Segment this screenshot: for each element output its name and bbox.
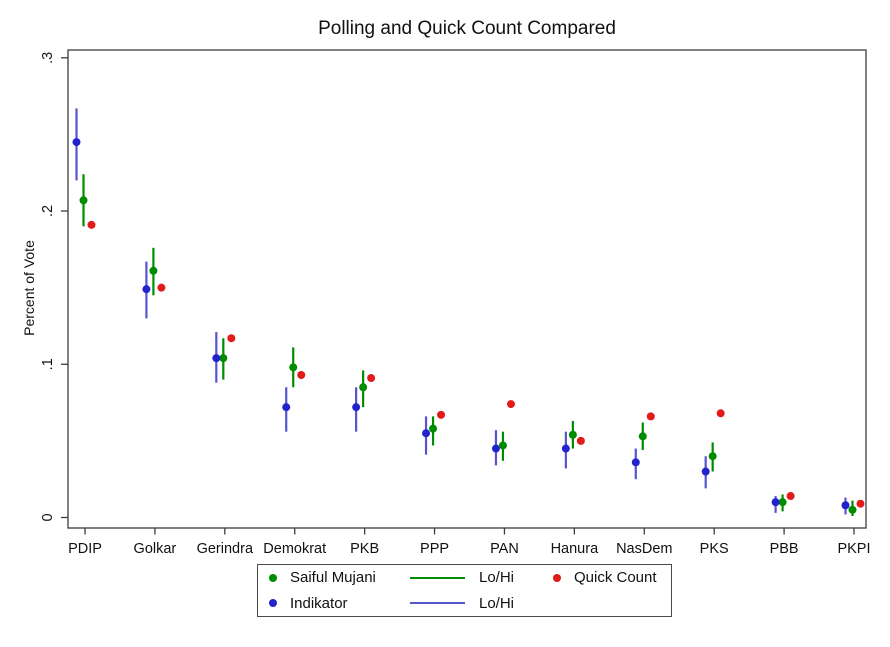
- data-point: [576, 436, 585, 445]
- y-tick-label: .3: [40, 52, 56, 64]
- data-point: [289, 363, 298, 372]
- x-tick-label: Hanura: [551, 541, 599, 557]
- x-tick-label: PKPI: [837, 541, 870, 557]
- data-point: [72, 138, 81, 147]
- legend-label: Lo/Hi: [479, 594, 515, 612]
- chart-legend: Saiful Mujani Indikator Lo/Hi Lo/Hi Quic…: [257, 564, 672, 617]
- data-point: [437, 410, 446, 419]
- data-point: [87, 220, 96, 229]
- data-point: [142, 285, 151, 294]
- data-point: [422, 429, 431, 438]
- blue-line-icon: [410, 602, 465, 605]
- data-point: [498, 441, 507, 450]
- data-point: [701, 467, 710, 476]
- x-tick-label: NasDem: [616, 541, 672, 557]
- plot-border: [67, 49, 867, 529]
- red-dot-icon: [553, 573, 561, 582]
- data-point: [149, 266, 158, 275]
- data-point: [631, 458, 640, 467]
- legend-item-quick-count: Quick Count: [553, 569, 673, 586]
- data-point: [359, 383, 368, 392]
- legend-item-indikator: Indikator: [258, 595, 410, 612]
- data-point: [157, 283, 166, 292]
- data-point: [491, 444, 500, 453]
- blue-dot-icon: [269, 599, 277, 608]
- legend-item-lohi-green: Lo/Hi: [410, 569, 553, 586]
- data-point: [297, 370, 306, 379]
- x-tick-label: PDIP: [68, 541, 102, 557]
- x-tick-label: Gerindra: [197, 541, 254, 557]
- legend-item-saiful-mujani: Saiful Mujani: [258, 569, 410, 586]
- x-tick-label: PKB: [350, 541, 379, 557]
- x-tick-label: PPP: [420, 541, 449, 557]
- x-tick-label: Golkar: [134, 541, 177, 557]
- data-point: [778, 498, 787, 507]
- data-point: [856, 499, 865, 508]
- data-point: [212, 354, 221, 363]
- y-tick-label: .1: [40, 358, 56, 370]
- legend-item-lohi-blue: Lo/Hi: [410, 595, 553, 612]
- legend-label: Quick Count: [574, 569, 657, 587]
- data-point: [352, 403, 361, 412]
- green-dot-icon: [269, 573, 277, 582]
- legend-label: Lo/Hi: [479, 569, 515, 587]
- data-point: [219, 354, 228, 363]
- data-point: [716, 409, 725, 418]
- data-point: [429, 424, 438, 433]
- x-tick-label: PKS: [700, 541, 729, 557]
- data-point: [771, 498, 780, 507]
- data-point: [561, 444, 570, 453]
- data-point: [367, 374, 376, 383]
- data-point: [638, 432, 647, 441]
- y-tick-label: .2: [40, 205, 56, 217]
- legend-label: Saiful Mujani: [290, 569, 376, 587]
- x-tick-label: PBB: [770, 541, 799, 557]
- data-point: [282, 403, 291, 412]
- data-point: [786, 492, 795, 501]
- legend-label: Indikator: [290, 594, 348, 612]
- green-line-icon: [410, 576, 465, 579]
- data-point: [506, 400, 515, 409]
- y-tick-label: 0: [40, 513, 56, 521]
- data-point: [708, 452, 717, 461]
- data-point: [848, 505, 857, 514]
- x-tick-label: Demokrat: [263, 541, 326, 557]
- chart-title: Polling and Quick Count Compared: [318, 18, 616, 39]
- data-point: [646, 412, 655, 421]
- data-point: [79, 196, 88, 205]
- x-tick-label: PAN: [490, 541, 519, 557]
- data-point: [568, 430, 577, 439]
- data-point: [841, 501, 850, 510]
- data-point: [227, 334, 236, 343]
